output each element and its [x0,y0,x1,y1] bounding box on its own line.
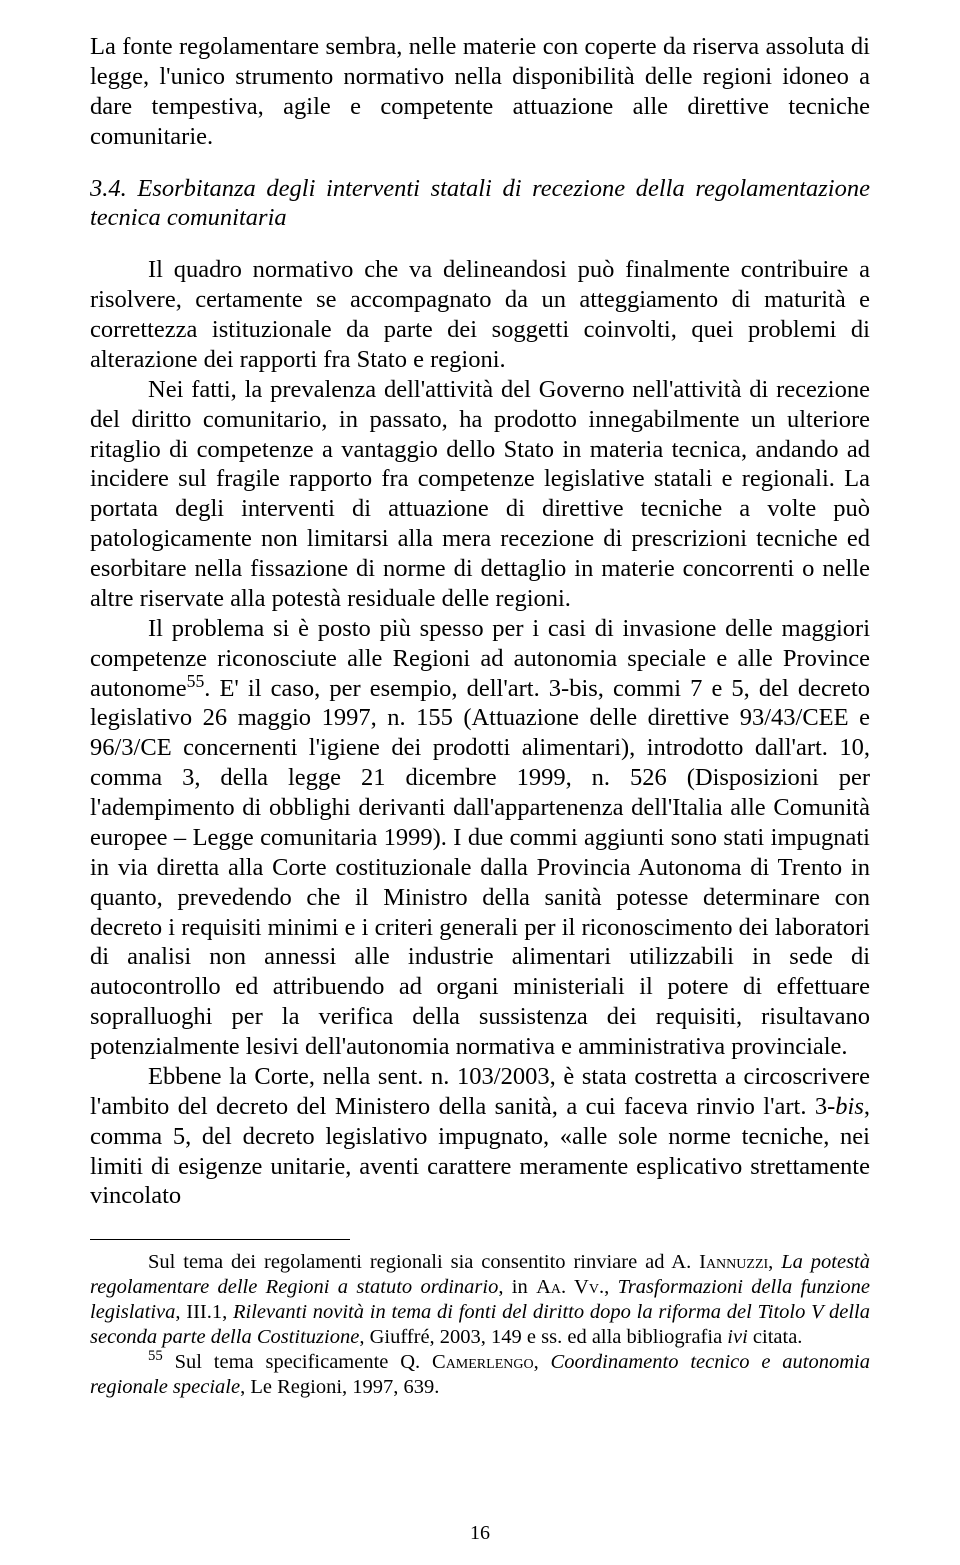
fn1-a: Sul tema dei regolamenti regionali sia c… [148,1251,699,1273]
fn1-author: Iannuzzi [699,1251,768,1273]
fn1-ivi: ivi [727,1326,748,1348]
fn1-e: , III.1, [175,1301,233,1323]
page-number: 16 [0,1522,960,1545]
section-heading: 3.4. Esorbitanza degli interventi statal… [90,174,870,234]
document-page: La fonte regolamentare sembra, nelle mat… [0,0,960,1565]
paragraph-5: Ebbene la Corte, nella sent. n. 103/2003… [90,1062,870,1211]
fn1-aavv: Aa. Vv. [536,1276,604,1298]
body-text-block: La fonte regolamentare sembra, nelle mat… [90,32,870,1211]
paragraph-4: Il problema si è posto più spesso per i … [90,614,870,1062]
fn2-marker: 55 [148,1348,163,1364]
paragraph-4b: . E' il caso, per esempio, dell'art. 3-b… [90,675,870,1061]
footnotes-block: Sul tema dei regolamenti regionali sia c… [90,1250,870,1400]
paragraph-5-bis: bis [835,1093,864,1120]
fn1-c: , in [498,1276,536,1298]
footnote-55: 55 Sul tema specificamente Q. Camerlengo… [90,1350,870,1400]
footnote-continuation: Sul tema dei regolamenti regionali sia c… [90,1250,870,1350]
paragraph-5a: Ebbene la Corte, nella sent. n. 103/2003… [90,1063,870,1120]
paragraph-1: La fonte regolamentare sembra, nelle mat… [90,32,870,152]
fn1-f: , Giuffré, 2003, 149 e ss. ed alla bibli… [359,1326,727,1348]
paragraph-2: Il quadro normativo che va delineandosi … [90,255,870,375]
fn2-c: , Le Regioni, 1997, 639. [240,1376,439,1398]
footnote-separator [90,1239,350,1240]
footnote-ref-55: 55 [187,670,205,690]
fn1-g: citata. [748,1326,803,1348]
fn2-a: Sul tema specificamente Q. [163,1351,432,1373]
fn1-b: , [768,1251,781,1273]
paragraph-3: Nei fatti, la prevalenza dell'attività d… [90,375,870,614]
fn2-b: , [534,1351,551,1373]
fn2-author: Camerlengo [432,1351,534,1373]
fn1-d: , [604,1276,617,1298]
